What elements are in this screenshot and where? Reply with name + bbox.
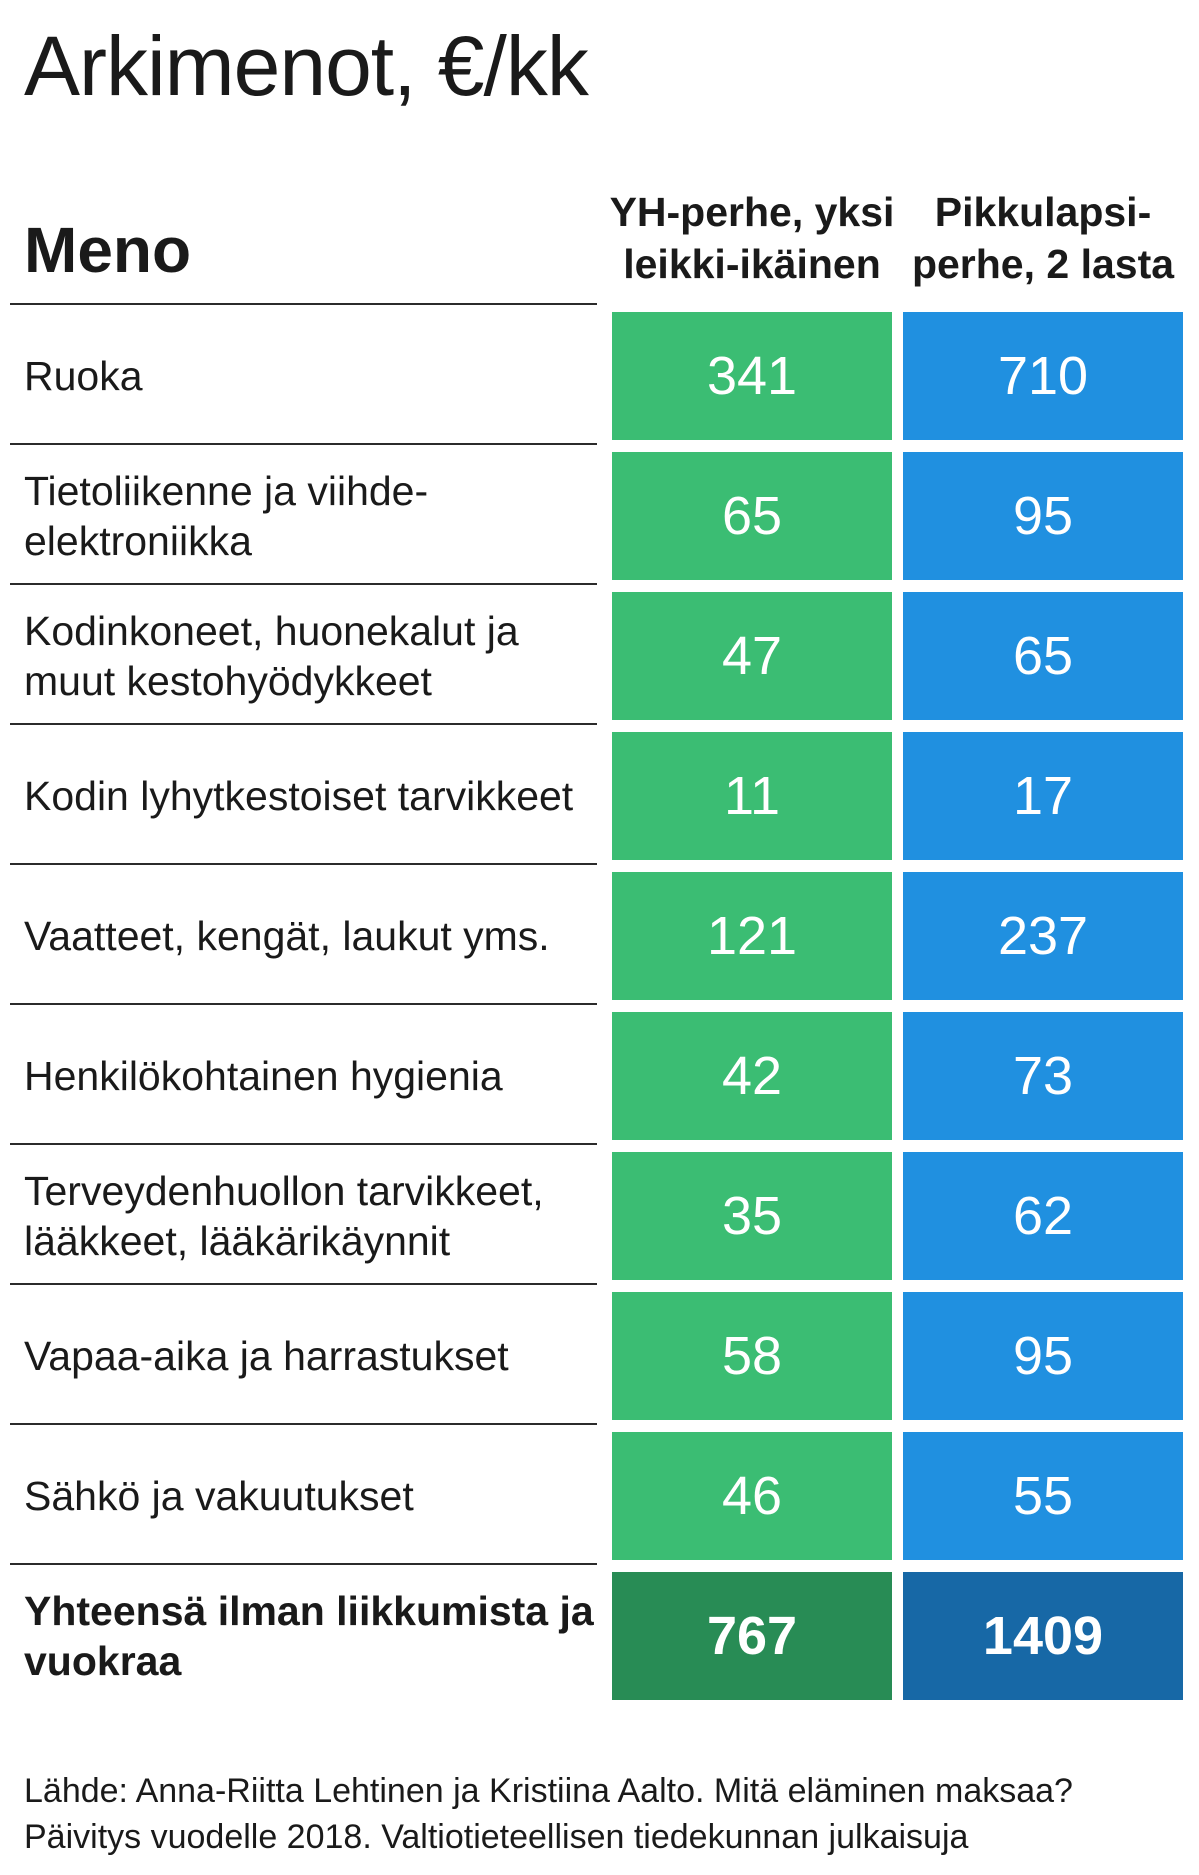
- column-header-yh-perhe: YH-perhe, yksi leikki-ikäinen: [609, 189, 895, 287]
- total-value-cell-yh-perhe: 767: [612, 1572, 892, 1700]
- row-label-text: Sähkö ja vakuutukset: [24, 1473, 414, 1519]
- value-cell-pikkulapsiperhe: 17: [903, 732, 1183, 860]
- value-cell-pikkulapsiperhe: 62: [903, 1152, 1183, 1280]
- row-label-text: Yhteensä ilman liikkumista ja vuokraa: [24, 1588, 594, 1684]
- row-divider: [10, 303, 597, 305]
- column-header-pikkulapsiperhe: Pikkulapsi-perhe, 2 lasta: [911, 189, 1175, 287]
- row-label: Kodinkoneet, huonekalut ja muut kestohyö…: [24, 592, 594, 720]
- value-cell-pikkulapsiperhe: 710: [903, 312, 1183, 440]
- row-label: Henkilökohtainen hygienia: [24, 1012, 594, 1140]
- value-cell-yh-perhe: 58: [612, 1292, 892, 1420]
- value-cell-pikkulapsiperhe: 55: [903, 1432, 1183, 1560]
- row-label-text: Kodin lyhytkestoiset tarvikkeet: [24, 773, 574, 819]
- value-cell-pikkulapsiperhe: 237: [903, 872, 1183, 1000]
- value-cell-pikkulapsiperhe: 95: [903, 452, 1183, 580]
- row-label: Vaatteet, kengät, laukut yms.: [24, 872, 594, 1000]
- value-cell-yh-perhe: 35: [612, 1152, 892, 1280]
- row-header-meno: Meno: [24, 214, 192, 286]
- row-divider: [10, 1143, 597, 1145]
- row-label-text: Tietoliikenne ja viihde-elektroniikka: [24, 468, 429, 564]
- value-cell-yh-perhe: 42: [612, 1012, 892, 1140]
- value-cell-yh-perhe: 47: [612, 592, 892, 720]
- row-divider: [10, 443, 597, 445]
- value-cell-pikkulapsiperhe: 73: [903, 1012, 1183, 1140]
- total-value-cell-pikkulapsiperhe: 1409: [903, 1572, 1183, 1700]
- value-cell-yh-perhe: 121: [612, 872, 892, 1000]
- chart-title: Arkimenot, €/kk: [24, 19, 589, 113]
- row-divider: [10, 723, 597, 725]
- row-label-text: Terveydenhuollon tarvikkeet, lääkkeet, l…: [24, 1168, 544, 1264]
- value-cell-yh-perhe: 11: [612, 732, 892, 860]
- value-cell-pikkulapsiperhe: 65: [903, 592, 1183, 720]
- value-cell-yh-perhe: 341: [612, 312, 892, 440]
- row-label: Vapaa-aika ja harrastukset: [24, 1292, 594, 1420]
- row-divider: [10, 583, 597, 585]
- row-label-text: Vapaa-aika ja harrastukset: [24, 1333, 509, 1379]
- row-divider: [10, 1423, 597, 1425]
- row-divider: [10, 1283, 597, 1285]
- row-label: Sähkö ja vakuutukset: [24, 1432, 594, 1560]
- row-divider: [10, 1563, 597, 1565]
- value-cell-yh-perhe: 65: [612, 452, 892, 580]
- row-label: Terveydenhuollon tarvikkeet, lääkkeet, l…: [24, 1152, 594, 1280]
- row-label: Kodin lyhytkestoiset tarvikkeet: [24, 732, 594, 860]
- row-label-text: Kodinkoneet, huonekalut ja muut kestohyö…: [24, 608, 519, 704]
- value-cell-pikkulapsiperhe: 95: [903, 1292, 1183, 1420]
- source-note: Lähde: Anna-Riitta Lehtinen ja Kristiina…: [24, 1772, 1073, 1856]
- row-divider: [10, 1003, 597, 1005]
- row-label-text: Henkilökohtainen hygienia: [24, 1053, 503, 1099]
- row-label-text: Ruoka: [24, 353, 143, 399]
- row-divider: [10, 863, 597, 865]
- row-label-text: Vaatteet, kengät, laukut yms.: [24, 913, 550, 959]
- total-row-label: Yhteensä ilman liikkumista ja vuokraa: [24, 1572, 594, 1700]
- value-cell-yh-perhe: 46: [612, 1432, 892, 1560]
- row-label: Ruoka: [24, 312, 594, 440]
- row-label: Tietoliikenne ja viihde-elektroniikka: [24, 452, 594, 580]
